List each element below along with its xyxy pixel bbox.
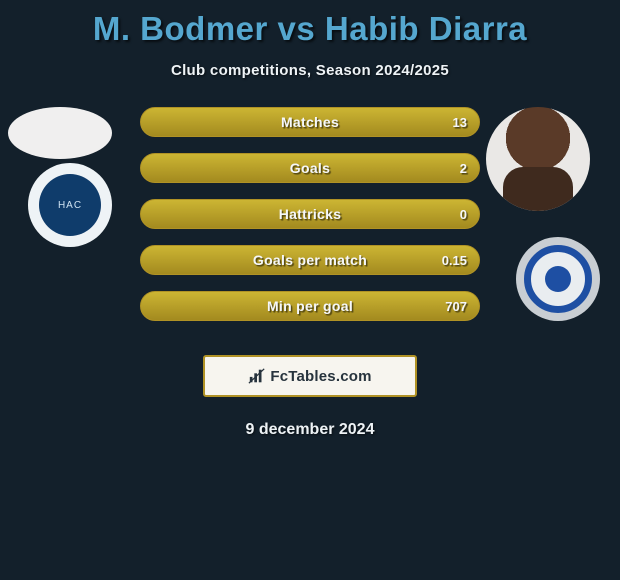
comparison-area: HAC Matches 13 Goals 2 Hattricks 0 Goals… xyxy=(0,107,620,337)
metric-bar-goals: Goals 2 xyxy=(140,153,480,183)
club-right-logo xyxy=(516,237,600,321)
metric-label: Goals xyxy=(141,154,479,182)
player-left-portrait xyxy=(8,107,112,159)
metric-label: Min per goal xyxy=(141,292,479,320)
club-left-logo-text: HAC xyxy=(39,174,101,236)
club-left-logo: HAC xyxy=(28,163,112,247)
player-right-portrait-body xyxy=(503,167,573,211)
metric-bar-min-per-goal: Min per goal 707 xyxy=(140,291,480,321)
metric-bar-matches: Matches 13 xyxy=(140,107,480,137)
page-title: M. Bodmer vs Habib Diarra xyxy=(0,0,620,48)
player-right-portrait xyxy=(486,107,590,211)
club-right-logo-center xyxy=(545,266,571,292)
bar-chart-icon xyxy=(248,367,266,385)
metric-bar-goals-per-match: Goals per match 0.15 xyxy=(140,245,480,275)
club-right-logo-ring xyxy=(524,245,592,313)
metric-value-right: 0 xyxy=(460,200,467,228)
metric-bar-hattricks: Hattricks 0 xyxy=(140,199,480,229)
metric-value-right: 0.15 xyxy=(442,246,467,274)
brand-box: FcTables.com xyxy=(203,355,417,397)
metric-bars: Matches 13 Goals 2 Hattricks 0 Goals per… xyxy=(140,107,480,337)
metric-label: Matches xyxy=(141,108,479,136)
brand-text: FcTables.com xyxy=(270,368,371,385)
subtitle: Club competitions, Season 2024/2025 xyxy=(0,62,620,79)
metric-value-right: 707 xyxy=(445,292,467,320)
metric-value-right: 13 xyxy=(453,108,467,136)
date-text: 9 december 2024 xyxy=(0,421,620,439)
metric-value-right: 2 xyxy=(460,154,467,182)
metric-label: Hattricks xyxy=(141,200,479,228)
metric-label: Goals per match xyxy=(141,246,479,274)
